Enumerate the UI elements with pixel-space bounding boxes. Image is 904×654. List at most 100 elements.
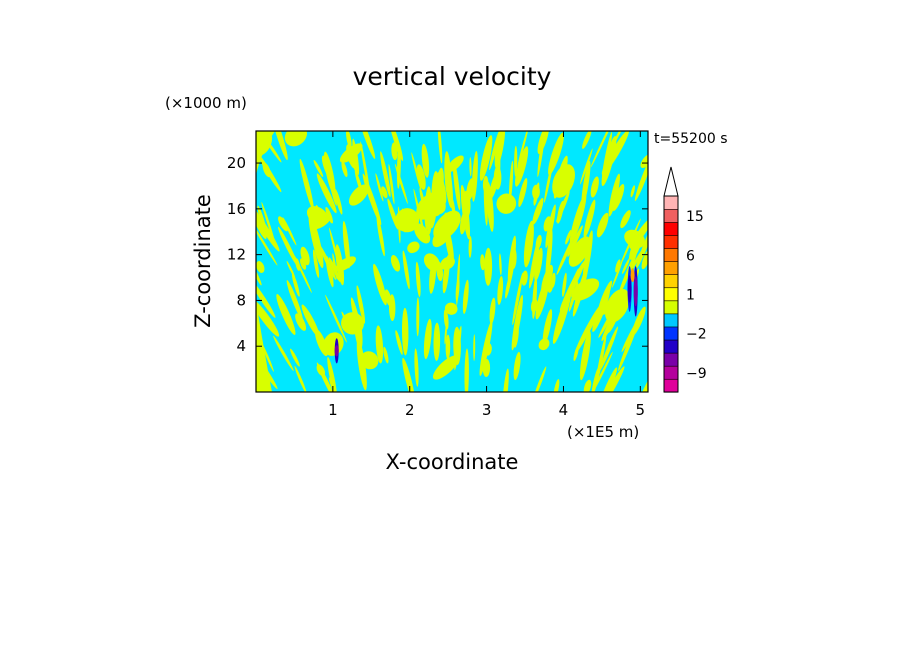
updraft-streak <box>437 131 443 164</box>
updraft-streak <box>282 217 297 246</box>
updraft-streak <box>301 304 320 338</box>
updraft-streak <box>402 250 410 290</box>
updraft-streak <box>557 200 564 224</box>
updraft-streak <box>493 166 502 190</box>
updraft-streak <box>608 173 620 217</box>
updraft-streak <box>482 359 491 377</box>
updraft-streak <box>515 146 529 187</box>
velocity-cell <box>630 268 635 283</box>
updraft-streak <box>596 366 625 392</box>
updraft-streak <box>286 280 303 321</box>
updraft-streak <box>507 235 517 286</box>
updraft-streak <box>535 234 542 250</box>
updraft-streak <box>464 348 469 392</box>
x-tick-label: 1 <box>328 401 338 419</box>
updraft-streak <box>455 277 460 302</box>
updraft-patch <box>360 351 379 370</box>
updraft-patch <box>604 288 630 323</box>
updraft-streak <box>518 178 528 207</box>
updraft-streak <box>489 297 496 325</box>
updraft-streak <box>630 185 635 198</box>
colorbar-tick-label: 6 <box>686 248 695 264</box>
updraft-patch <box>624 229 645 249</box>
updraft-streak <box>597 280 613 313</box>
updraft-streak <box>391 142 398 161</box>
updraft-streak <box>583 379 592 392</box>
velocity-cell <box>633 276 638 307</box>
colorbar-tick-label: −9 <box>686 366 707 382</box>
colorbar-tick-label: −2 <box>686 327 707 343</box>
updraft-streak <box>452 159 461 211</box>
updraft-patch <box>339 143 363 163</box>
updraft-streak <box>316 364 326 377</box>
updraft-streak <box>261 201 276 245</box>
contour-pattern <box>256 131 648 392</box>
updraft-streak <box>312 249 320 278</box>
updraft-streak <box>479 135 493 181</box>
updraft-patch <box>407 241 420 254</box>
updraft-streak <box>299 158 314 211</box>
colorbar-level <box>663 326 679 341</box>
updraft-streak <box>256 266 262 286</box>
updraft-patch <box>552 164 575 198</box>
updraft-streak <box>486 181 494 232</box>
updraft-streak <box>381 186 388 199</box>
updraft-streak <box>414 348 419 387</box>
updraft-streak <box>484 247 493 286</box>
y-tick-label: 4 <box>236 337 246 355</box>
colorbar-level <box>663 300 679 315</box>
x-axis-label: X-coordinate <box>386 450 519 474</box>
x-tick-label: 4 <box>559 401 569 419</box>
colorbar-level <box>663 339 679 354</box>
yellow-region <box>256 300 272 392</box>
updraft-streak <box>423 318 432 360</box>
updraft-streak <box>533 182 540 206</box>
plot-frame <box>255 130 649 393</box>
updraft-streak <box>286 261 296 278</box>
updraft-streak <box>579 330 591 381</box>
updraft-streak <box>376 214 385 257</box>
updraft-streak <box>517 131 529 167</box>
colorbar-tick-label: 1 <box>686 288 695 304</box>
colorbar-level <box>663 352 679 367</box>
velocity-cell <box>334 345 339 357</box>
updraft-patch <box>341 312 364 335</box>
updraft-streak <box>537 131 547 178</box>
updraft-patch <box>496 193 517 214</box>
colorbar-level <box>663 261 679 275</box>
y-axis: 4 8 12 16 20 <box>227 154 648 355</box>
updraft-streak <box>273 335 294 372</box>
updraft-streak <box>277 226 299 268</box>
y-tick-label: 12 <box>227 246 246 264</box>
colorbar-level <box>663 195 679 210</box>
updraft-streak <box>596 212 609 238</box>
colorbar-level <box>663 287 679 302</box>
colorbar-level <box>663 378 679 393</box>
updraft-patch <box>423 253 440 272</box>
updraft-streak <box>323 151 336 196</box>
updraft-streak <box>256 225 278 266</box>
updraft-streak <box>346 131 352 149</box>
updraft-streak <box>329 227 340 268</box>
updraft-streak <box>514 327 519 348</box>
updraft-streak <box>401 307 409 356</box>
updraft-streak <box>316 173 337 214</box>
updraft-streak <box>468 236 472 258</box>
updraft-streak <box>415 261 421 298</box>
updraft-streak <box>358 131 376 159</box>
updraft-streak <box>545 229 553 283</box>
updraft-streak <box>416 297 420 337</box>
updraft-streak <box>553 379 560 392</box>
updraft-streak <box>545 204 556 249</box>
updraft-streak <box>256 261 265 273</box>
updraft-streak <box>444 324 447 345</box>
updraft-streak <box>599 326 619 371</box>
updraft-streak <box>375 173 384 202</box>
updraft-streak <box>444 159 453 209</box>
updraft-streak <box>573 346 579 361</box>
time-label: t=55200 s <box>654 131 728 147</box>
updraft-streak <box>469 157 472 177</box>
updraft-streak <box>581 160 591 208</box>
updraft-streak <box>611 260 623 288</box>
updraft-streak <box>373 263 387 306</box>
